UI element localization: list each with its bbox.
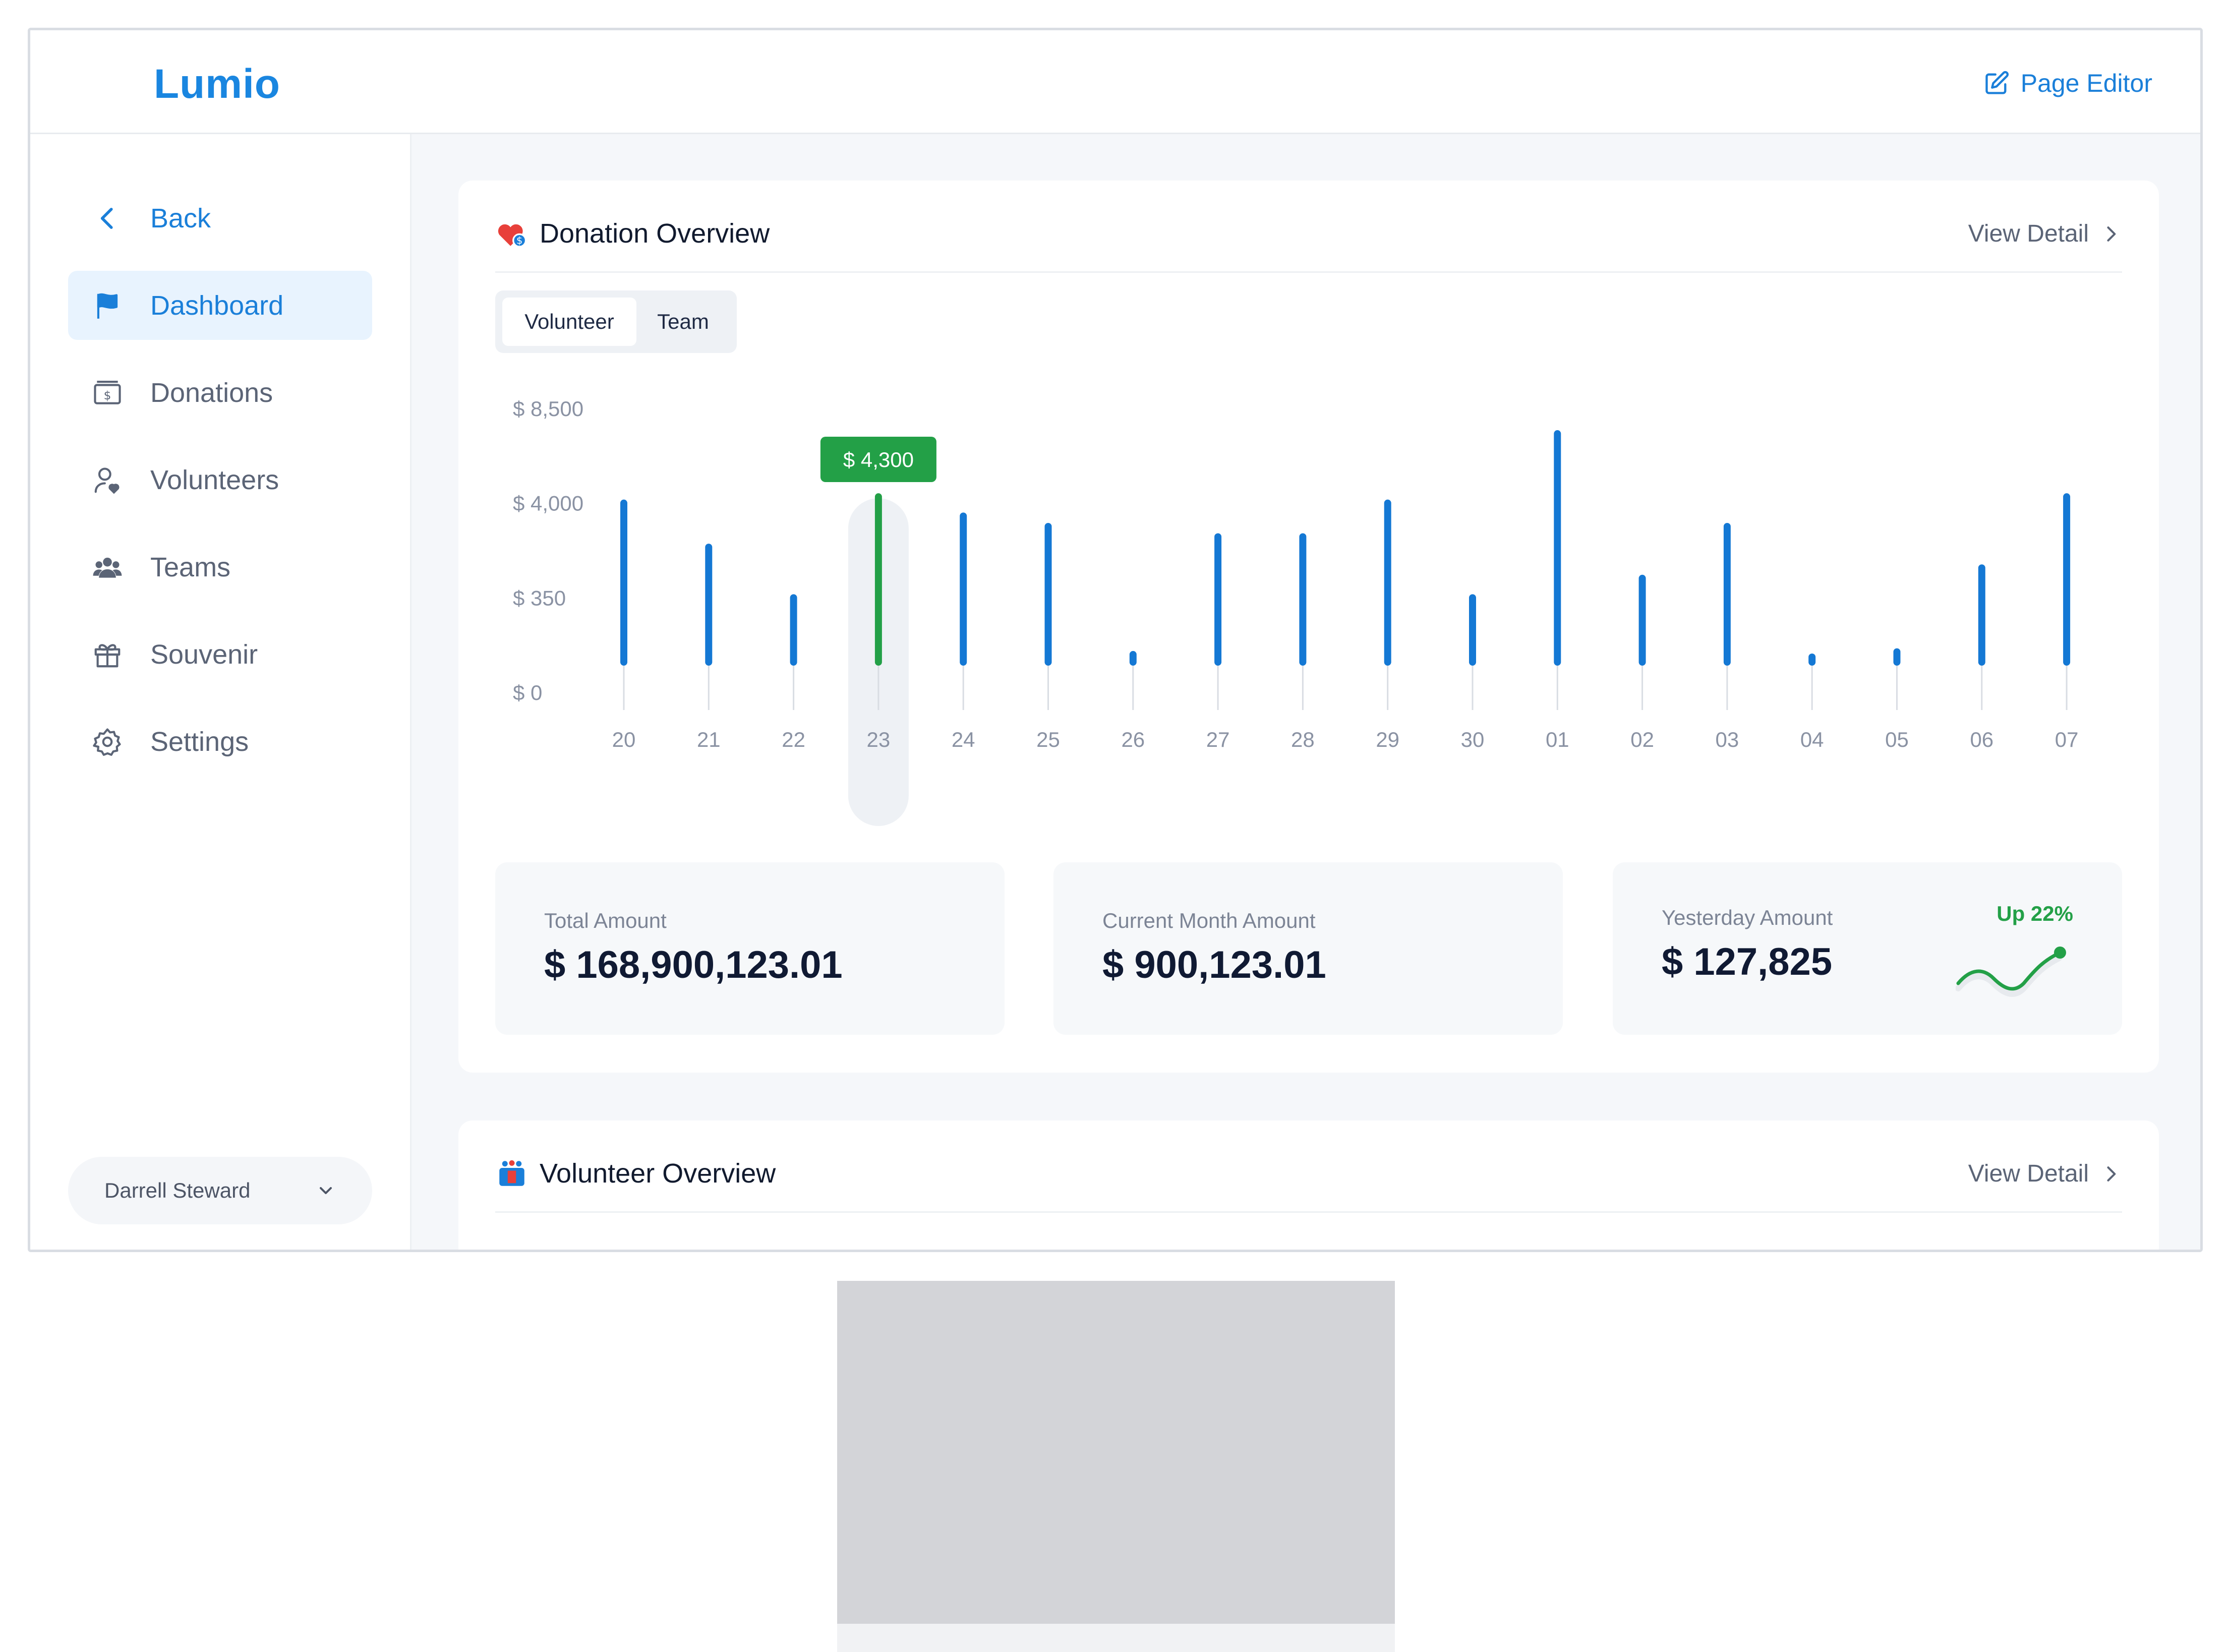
volunteers-group-icon [499, 1160, 524, 1186]
gift-icon [91, 638, 124, 671]
back-button[interactable]: Back [68, 184, 372, 253]
total-amount-stat: Total Amount $ 168,900,123.01 [495, 862, 1005, 1035]
sidebar: Back Dashboard $ Donations Volunteers Te… [30, 134, 412, 1250]
sidebar-item-label: Souvenir [150, 639, 258, 670]
stat-value: $ 900,123.01 [1102, 943, 1326, 986]
gear-icon [91, 725, 124, 758]
sidebar-item-label: Volunteers [150, 464, 279, 495]
chevron-down-icon [320, 1187, 332, 1194]
heart-donation-icon: $ [498, 224, 527, 248]
money-icon: $ [91, 376, 124, 409]
card-title-text: Donation Overview [540, 218, 770, 249]
x-tick-label: 26 [1121, 728, 1145, 751]
card-title-text: Volunteer Overview [540, 1158, 776, 1189]
stat-value: $ 168,900,123.01 [544, 943, 843, 986]
y-tick-label: $ 350 [513, 586, 566, 610]
x-tick-label: 21 [697, 728, 721, 751]
x-tick-label: 27 [1206, 728, 1230, 751]
user-menu[interactable]: Darrell Steward [68, 1157, 372, 1224]
x-tick-label: 25 [1036, 728, 1060, 751]
page-editor-button[interactable]: Page Editor [1983, 66, 2152, 101]
chevron-right-icon [2107, 1166, 2116, 1182]
sidebar-item-teams[interactable]: Teams [68, 533, 372, 602]
donation-overview-title: $ Donation Overview [495, 217, 770, 250]
stat-label: Yesterday Amount [1662, 906, 1833, 929]
user-name: Darrell Steward [104, 1178, 251, 1202]
view-detail-label: View Detail [1968, 220, 2089, 247]
x-tick-label: 06 [1970, 728, 1993, 751]
card-divider [495, 271, 2122, 273]
trend-sparkline [1956, 947, 2066, 997]
monitor-screen: Lumio Page Editor Back Dashboard $ [28, 28, 2203, 1252]
card-divider [495, 1211, 2122, 1213]
sidebar-item-volunteers[interactable]: Volunteers [68, 445, 372, 514]
monitor-stand [837, 1281, 1395, 1624]
sidebar-item-label: Teams [150, 552, 231, 582]
view-detail-label: View Detail [1968, 1160, 2089, 1187]
x-tick-label: 24 [952, 728, 975, 751]
sidebar-item-donations[interactable]: $ Donations [68, 358, 372, 427]
main-content: $ Donation Overview View Detail Voluntee… [412, 134, 2200, 1250]
monitor-stand-base [837, 1624, 1395, 1652]
x-tick-label: 29 [1376, 728, 1399, 751]
stat-label: Current Month Amount [1102, 909, 1316, 932]
volunteer-view-detail-link[interactable]: View Detail [1968, 1160, 2122, 1188]
sidebar-item-label: Dashboard [150, 290, 284, 321]
stat-label: Total Amount [544, 909, 667, 932]
chevron-right-icon [2107, 226, 2116, 242]
sidebar-item-dashboard[interactable]: Dashboard [68, 271, 372, 340]
x-tick-label: 02 [1630, 728, 1654, 751]
x-tick-label: 05 [1885, 728, 1909, 751]
chart-tooltip-label: $ 4,300 [843, 448, 914, 471]
view-toggle: Volunteer Team [495, 290, 737, 353]
y-tick-label: $ 8,500 [513, 397, 583, 421]
y-tick-label: $ 4,000 [513, 492, 583, 515]
svg-text:$: $ [516, 235, 522, 247]
donation-bar-chart: $ 0 $ 350 $ 4,000 $ 8,500 20 21 22 23 24 25 26 27 28… [513, 397, 2079, 826]
donation-view-detail-link[interactable]: View Detail [1968, 220, 2122, 248]
user-heart-icon [91, 463, 124, 497]
stat-value: $ 127,825 [1662, 940, 1833, 983]
volunteer-overview-title: Volunteer Overview [495, 1157, 776, 1190]
tab-team[interactable]: Team [657, 310, 709, 333]
x-tick-label: 23 [867, 728, 891, 751]
sidebar-item-label: Settings [150, 726, 249, 757]
volunteer-overview-card: Volunteer Overview View Detail [458, 1120, 2159, 1250]
x-tick-label: 30 [1461, 728, 1485, 751]
page-editor-label: Page Editor [2020, 69, 2152, 97]
x-tick-label: 04 [1800, 728, 1824, 751]
sidebar-item-label: Donations [150, 377, 273, 408]
sidebar-item-settings[interactable]: Settings [68, 707, 372, 776]
svg-text:$: $ [104, 388, 111, 402]
edit-icon [1985, 71, 2009, 94]
app-logo[interactable]: Lumio [154, 61, 280, 107]
trend-badge: Up 22% [1997, 902, 2073, 925]
team-icon [91, 551, 124, 584]
y-tick-label: $ 0 [513, 681, 542, 704]
donation-overview-card: $ Donation Overview View Detail Voluntee… [458, 181, 2159, 1073]
x-tick-label: 01 [1546, 728, 1569, 751]
yesterday-amount-stat: Yesterday Amount $ 127,825 Up 22% [1613, 862, 2122, 1035]
x-tick-label: 20 [612, 728, 636, 751]
chart-tooltip [820, 437, 936, 482]
flag-icon [91, 289, 124, 322]
sidebar-item-souvenir[interactable]: Souvenir [68, 620, 372, 689]
x-tick-label: 28 [1291, 728, 1315, 751]
back-label: Back [150, 203, 211, 233]
tab-volunteer[interactable]: Volunteer [502, 298, 636, 346]
x-tick-label: 07 [2055, 728, 2079, 751]
chevron-left-icon [91, 202, 124, 235]
current-month-stat: Current Month Amount $ 900,123.01 [1053, 862, 1563, 1035]
x-tick-label: 22 [782, 728, 805, 751]
x-tick-label: 03 [1716, 728, 1739, 751]
top-bar: Lumio Page Editor [30, 30, 2200, 134]
